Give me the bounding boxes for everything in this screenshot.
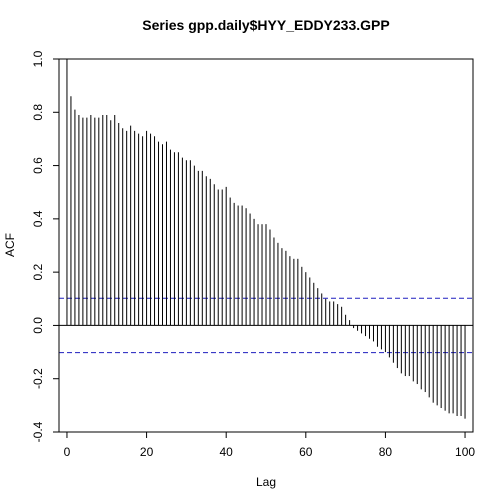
y-tick-label: -0.2: [31, 368, 45, 389]
x-tick-label: 80: [379, 445, 393, 459]
y-axis: -0.4 -0.2 0.0 0.2 0.4 0.6 0.8 1.0: [31, 50, 59, 442]
x-tick-label: 20: [140, 445, 154, 459]
x-axis-label: Lag: [256, 475, 276, 489]
x-tick-label: 60: [299, 445, 313, 459]
x-tick-label: 0: [64, 445, 71, 459]
y-tick-label: 0.4: [31, 210, 45, 227]
plot-area: [59, 59, 473, 419]
x-tick-label: 40: [220, 445, 234, 459]
y-tick-label: 1.0: [31, 50, 45, 67]
y-tick-label: 0.6: [31, 157, 45, 174]
y-axis-label: ACF: [3, 233, 17, 257]
x-tick-label: 100: [455, 445, 475, 459]
y-tick-label: 0.0: [31, 317, 45, 334]
y-tick-label: -0.4: [31, 421, 45, 442]
x-axis: 0 20 40 60 80 100: [64, 432, 476, 459]
y-tick-label: 0.2: [31, 263, 45, 280]
y-tick-label: 0.8: [31, 104, 45, 121]
chart-title: Series gpp.daily$HYY_EDDY233.GPP: [142, 17, 389, 33]
